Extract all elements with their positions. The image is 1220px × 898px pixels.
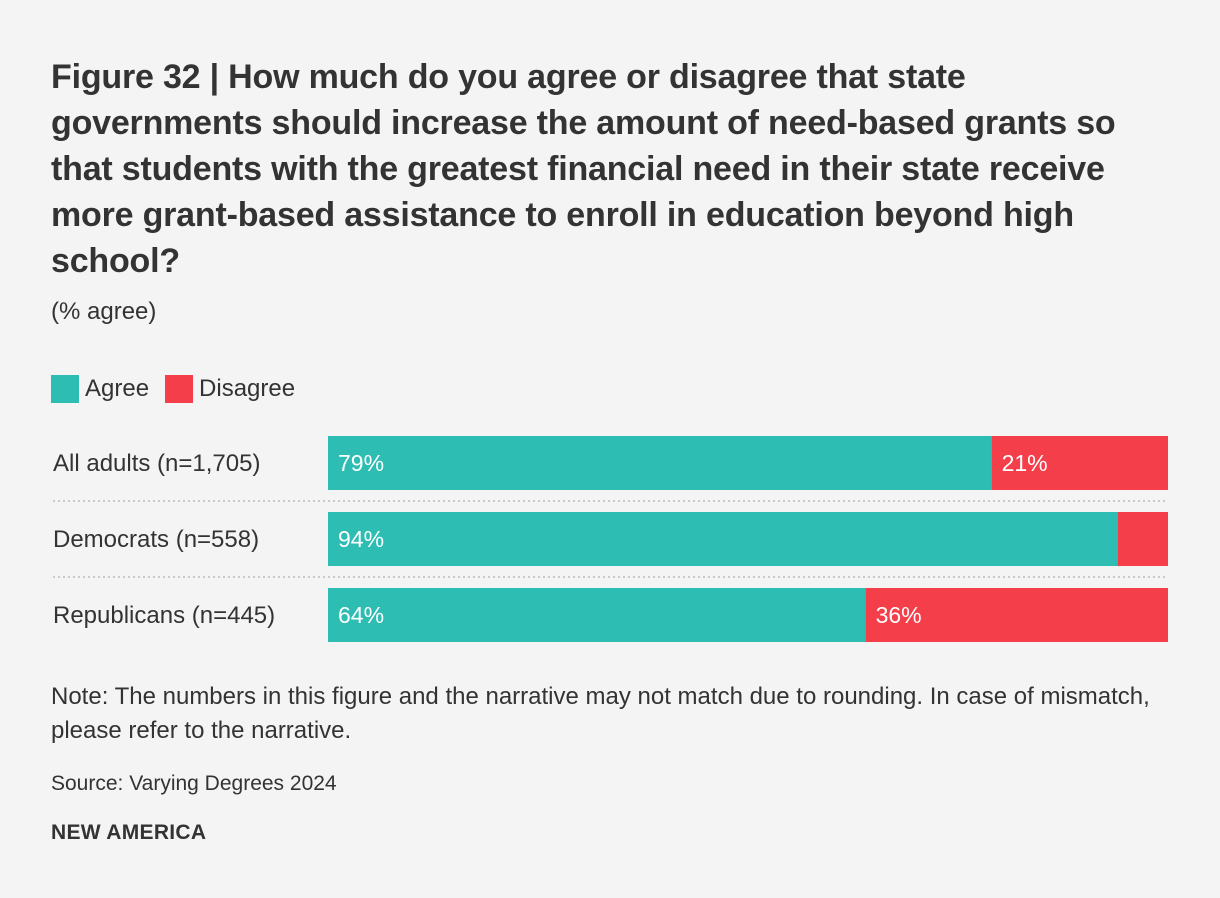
- legend-label-agree: Agree: [85, 375, 150, 402]
- chart-title: Figure 32 | How much do you agree or dis…: [51, 58, 1116, 280]
- bar-disagree-1: [1117, 512, 1168, 566]
- bar-agree-1: [328, 512, 1118, 566]
- bar-agree-2: [328, 588, 866, 642]
- category-label: Democrats (n=558): [53, 526, 259, 553]
- data-label-agree-0: 79%: [338, 450, 384, 476]
- chart-subtitle: (% agree): [51, 298, 157, 325]
- chart-source: Source: Varying Degrees 2024: [51, 772, 337, 795]
- data-label-disagree-2: 36%: [876, 602, 922, 628]
- data-label-agree-1: 94%: [338, 526, 384, 552]
- data-label-disagree-0: 21%: [1002, 450, 1048, 476]
- chart-note: Note: The numbers in this figure and the…: [51, 683, 1150, 744]
- bar-disagree-2: [865, 588, 1168, 642]
- category-label: Republicans (n=445): [53, 602, 275, 629]
- bar-disagree-0: [991, 436, 1168, 490]
- stacked-bar-chart: All adults (n=1,705) 79% 21% Democrats (n=5…: [53, 436, 1168, 642]
- legend: Agree Disagree: [51, 375, 303, 403]
- legend-swatch-agree: [51, 375, 79, 403]
- legend-item-agree: Agree: [51, 375, 149, 403]
- bar-agree-0: [328, 436, 992, 490]
- legend-label-disagree: Disagree: [199, 375, 296, 402]
- category-label: All adults (n=1,705): [53, 450, 260, 477]
- legend-item-disagree: Disagree: [165, 375, 295, 403]
- legend-swatch-disagree: [165, 375, 194, 403]
- brand-logo-text: NEW AMERICA: [51, 821, 207, 844]
- data-label-agree-2: 64%: [338, 602, 384, 628]
